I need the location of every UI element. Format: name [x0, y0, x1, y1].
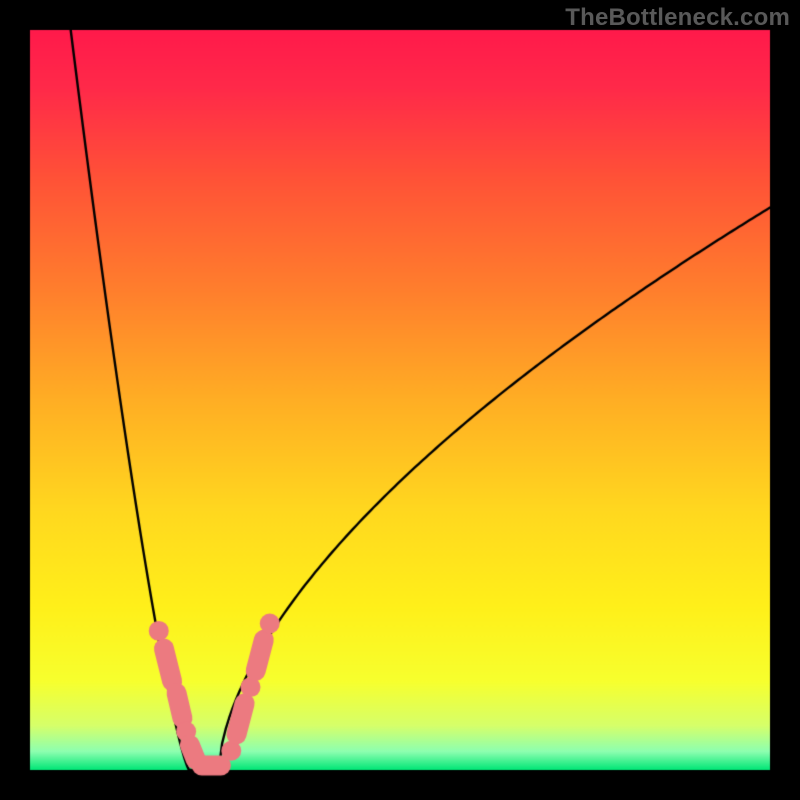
watermark-text: TheBottleneck.com: [565, 4, 790, 32]
chart-stage: TheBottleneck.com: [0, 0, 800, 800]
bottleneck-chart-canvas: [0, 0, 800, 800]
